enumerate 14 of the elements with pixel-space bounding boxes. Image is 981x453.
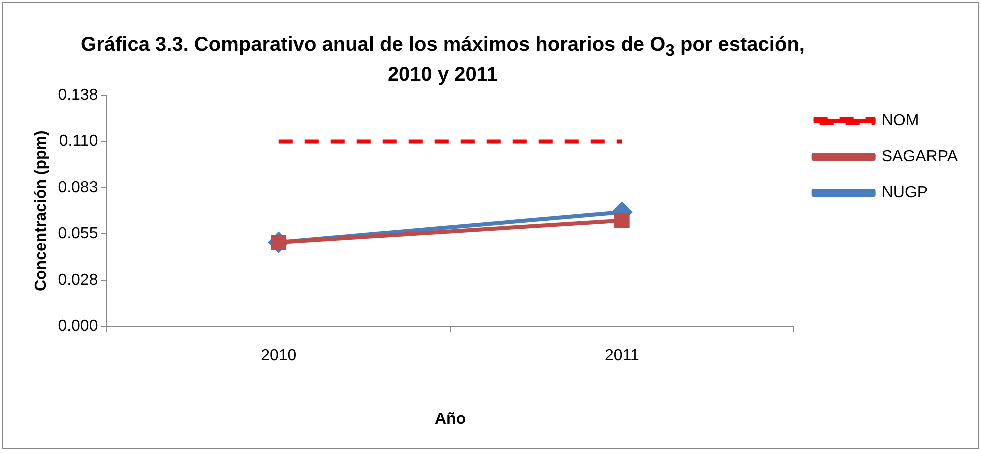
y-tick-label: 0.083 [58,179,98,196]
y-tick-label: 0.028 [58,272,98,289]
y-tick-label: 0.055 [58,226,98,243]
x-tick-label: 2010 [261,348,297,365]
y-tick-label: 0.110 [59,133,98,150]
legend-label: NUGP [882,184,928,202]
chart-title: Gráfica 3.3. Comparativo anual de los máximos horarios de O$_{3}$ por estación, 2010 y 2011 [81,34,805,86]
y-axis-title: Concentración (ppm) [33,130,50,292]
y-tick-label: 0.138 [58,87,98,104]
legend-label: NOM [882,112,920,130]
legend-label: SAGARPA [882,148,958,166]
x-tick-label: 2011 [604,348,640,365]
x-axis-title: Año [434,410,466,428]
y-tick-label: 0.000 [58,318,98,336]
